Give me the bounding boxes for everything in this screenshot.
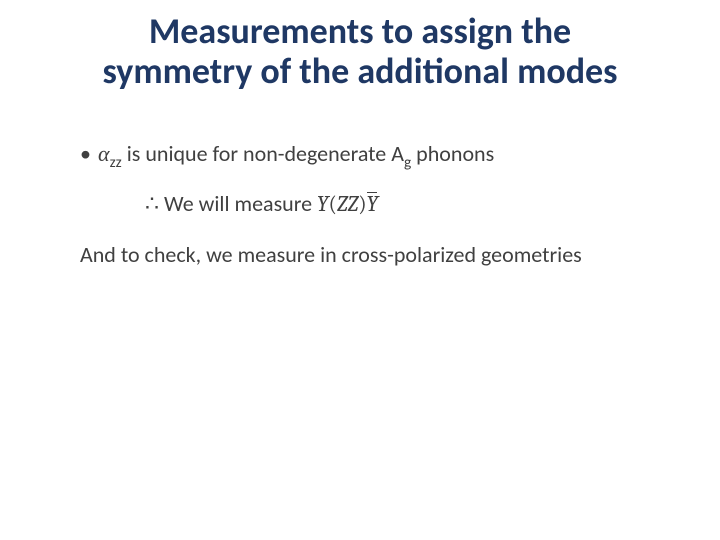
therefore-symbol: ∴ [145,191,159,217]
bullet-2: And to check, we measure in cross-polari… [80,241,610,270]
porto-open: ( [329,191,337,217]
porto-ZZ: ZZ [337,191,358,217]
bullet-1-text-a: is unique for non-degenerate A [122,140,404,167]
porto-close: ) [358,191,366,217]
bullet-2-text: And to check, we measure in cross-polari… [80,241,582,268]
bullet-dot: • [80,140,98,169]
slide: Measurements to assign the symmetry of t… [0,0,720,540]
alpha-subscript: zz [110,153,122,172]
porto-Ybar: Y [367,190,379,219]
slide-body: •αzz is unique for non-degenerate Ag pho… [80,140,610,276]
title-line-2: symmetry of the additional modes [102,49,617,93]
bullet-1: •αzz is unique for non-degenerate Ag pho… [80,140,610,172]
ag-subscript: g [404,153,411,172]
bullet-1-text-b: phonons [411,140,494,167]
alpha-symbol: α [98,141,110,167]
slide-title: Measurements to assign the symmetry of t… [0,12,720,91]
porto-Y: Y [317,191,329,217]
therefore-text: We will measure [159,190,317,217]
therefore-line: ∴ We will measure Y(ZZ)Y [145,190,610,219]
title-line-1: Measurements to assign the [149,9,571,53]
